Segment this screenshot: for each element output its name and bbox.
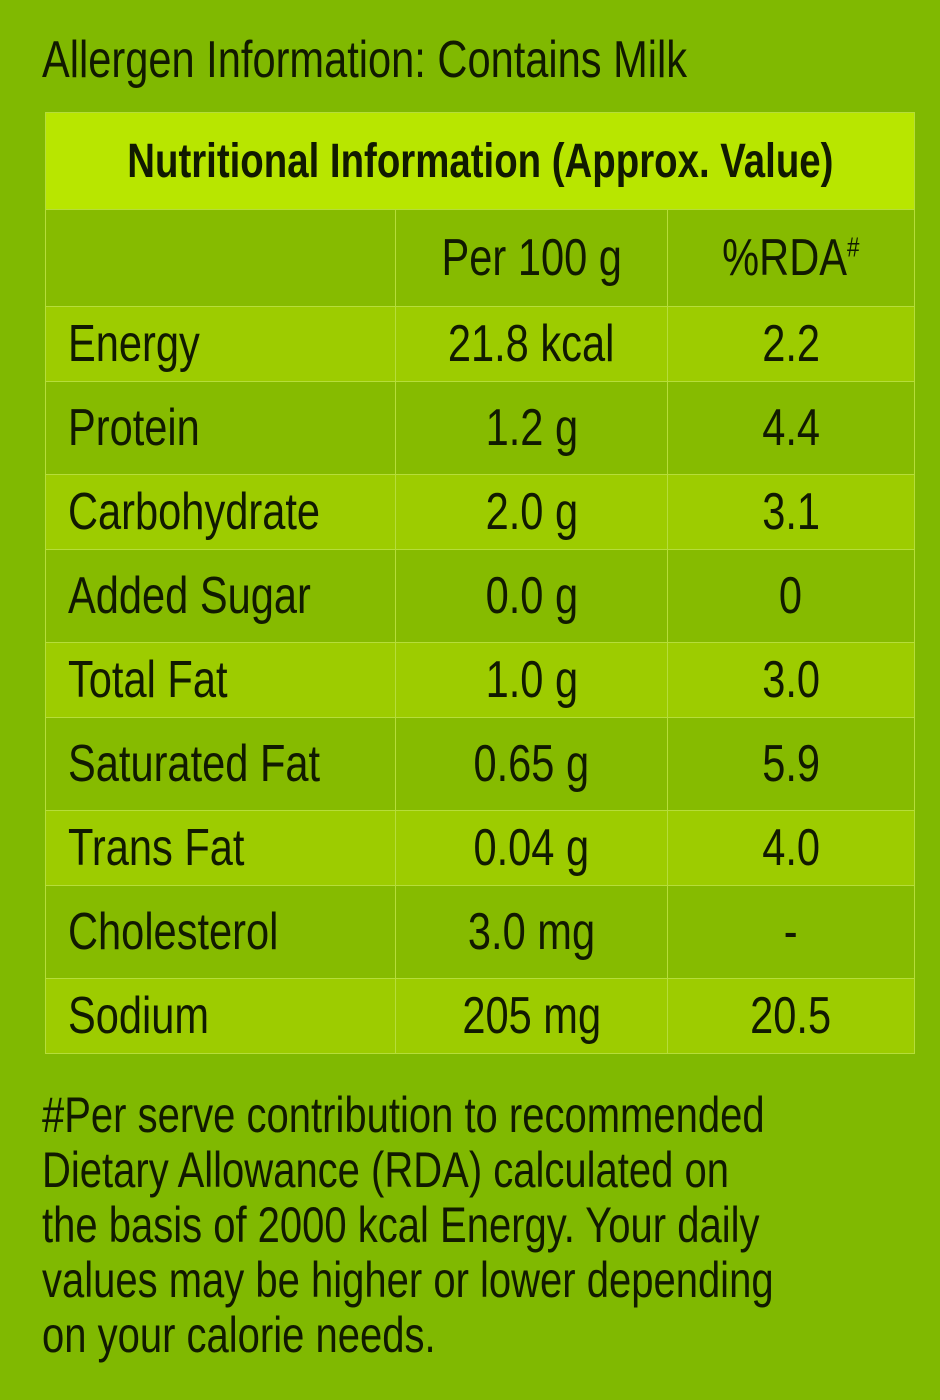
cell-text: Total Fat	[68, 651, 228, 709]
table-row: Cholesterol 3.0 mg -	[46, 885, 914, 978]
header-row: Per 100 g %RDA#	[46, 209, 914, 306]
cell-text: Sodium	[68, 987, 210, 1045]
cell-text: 3.0 mg	[467, 903, 595, 961]
table-cell: Carbohydrate	[46, 475, 395, 549]
table-row: Saturated Fat 0.65 g 5.9	[46, 717, 914, 810]
cell-text: Trans Fat	[68, 819, 245, 877]
nutrition-table: Nutritional Information (Approx. Value) …	[45, 112, 915, 1054]
cell-text: 4.4	[761, 399, 820, 457]
header-cell: %RDA#	[666, 210, 914, 306]
cell-text: Added Sugar	[68, 567, 311, 625]
table-cell: Protein	[46, 382, 395, 474]
cell-text: 3.0	[761, 651, 820, 709]
table-row: Protein 1.2 g 4.4	[46, 381, 914, 474]
cell-text: 0.0 g	[485, 567, 578, 625]
table-cell: 0.04 g	[395, 811, 666, 885]
cell-text: Protein	[68, 399, 200, 457]
footnote-text: #Per serve contribution to recommended	[42, 1087, 765, 1143]
cell-text: 0.65 g	[473, 735, 590, 793]
cell-text: 4.0	[761, 819, 820, 877]
header-cell: Per 100 g	[395, 210, 666, 306]
table-cell: Added Sugar	[46, 550, 395, 642]
footnote-text: the basis of 2000 kcal Energy. Your dail…	[42, 1197, 760, 1253]
table-cell: 21.8 kcal	[395, 307, 666, 381]
header-text: Per 100 g	[441, 229, 622, 287]
cell-text: 21.8 kcal	[448, 315, 615, 373]
footnote-line: the basis of 2000 kcal Energy. Your dail…	[42, 1198, 940, 1253]
cell-text: 205 mg	[462, 987, 601, 1045]
footnote-text: Dietary Allowance (RDA) calculated on	[42, 1142, 729, 1198]
table-title: Nutritional Information (Approx. Value)	[126, 134, 834, 188]
cell-text: 20.5	[750, 987, 832, 1045]
table-cell: 3.0	[666, 643, 914, 717]
table-cell: 4.4	[666, 382, 914, 474]
table-row: Carbohydrate 2.0 g 3.1	[46, 474, 914, 549]
cell-text: 5.9	[761, 735, 820, 793]
table-row: Trans Fat 0.04 g 4.0	[46, 810, 914, 885]
table-row: Sodium 205 mg 20.5	[46, 978, 914, 1053]
table-cell: -	[666, 886, 914, 978]
header-text: %RDA#	[722, 228, 859, 288]
table-cell: Saturated Fat	[46, 718, 395, 810]
table-row: Added Sugar 0.0 g 0	[46, 549, 914, 642]
footnote: #Per serve contribution to recommended Di…	[42, 1088, 940, 1363]
table-cell: 1.2 g	[395, 382, 666, 474]
footnote-line: #Per serve contribution to recommended	[42, 1088, 940, 1143]
table-cell: 0	[666, 550, 914, 642]
table-row: Total Fat 1.0 g 3.0	[46, 642, 914, 717]
title-row: Nutritional Information (Approx. Value)	[46, 113, 914, 209]
header-mark: #	[846, 231, 860, 263]
table-cell: 3.1	[666, 475, 914, 549]
table-cell: 2.2	[666, 307, 914, 381]
table-cell: Trans Fat	[46, 811, 395, 885]
footnote-line: on your calorie needs.	[42, 1308, 940, 1363]
cell-text: Saturated Fat	[68, 735, 321, 793]
cell-text: 2.2	[761, 315, 820, 373]
cell-text: Carbohydrate	[68, 483, 321, 541]
header-text: %RDA	[722, 229, 847, 287]
cell-text: 1.2 g	[485, 399, 578, 457]
cell-text: 2.0 g	[485, 483, 578, 541]
table-cell: 2.0 g	[395, 475, 666, 549]
table-cell: 0.0 g	[395, 550, 666, 642]
footnote-text: on your calorie needs.	[42, 1307, 436, 1363]
table-cell: 5.9	[666, 718, 914, 810]
allergen-info: Allergen Information: Contains Milk	[42, 30, 848, 90]
footnote-line: Dietary Allowance (RDA) calculated on	[42, 1143, 940, 1198]
cell-text: 0	[779, 567, 803, 625]
table-cell: 20.5	[666, 979, 914, 1053]
footnote-line: values may be higher or lower depending	[42, 1253, 940, 1308]
table-cell: 0.65 g	[395, 718, 666, 810]
table-cell: Cholesterol	[46, 886, 395, 978]
table-row: Energy 21.8 kcal 2.2	[46, 306, 914, 381]
cell-text: 1.0 g	[485, 651, 578, 709]
cell-text: 3.1	[761, 483, 820, 541]
table-cell: 1.0 g	[395, 643, 666, 717]
allergen-text: Allergen Information: Contains Milk	[42, 31, 688, 89]
table-cell: Energy	[46, 307, 395, 381]
table-cell: 4.0	[666, 811, 914, 885]
cell-text: 0.04 g	[473, 819, 590, 877]
table-cell: Sodium	[46, 979, 395, 1053]
cell-text: Energy	[68, 315, 200, 373]
footnote-text: values may be higher or lower depending	[42, 1252, 774, 1308]
cell-text: Cholesterol	[68, 903, 279, 961]
cell-text: -	[783, 903, 798, 961]
table-cell: 3.0 mg	[395, 886, 666, 978]
table-cell: Total Fat	[46, 643, 395, 717]
header-cell	[46, 210, 395, 306]
table-cell: 205 mg	[395, 979, 666, 1053]
